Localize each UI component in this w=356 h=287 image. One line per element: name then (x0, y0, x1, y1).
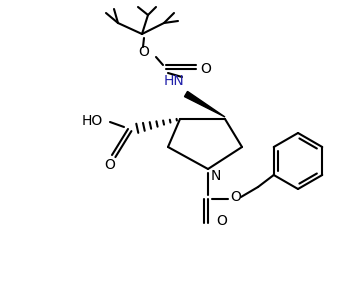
Text: O: O (105, 158, 115, 172)
Text: O: O (200, 62, 211, 76)
Text: N: N (211, 169, 221, 183)
Text: O: O (231, 190, 241, 204)
Text: HN: HN (164, 74, 184, 88)
Text: HO: HO (82, 114, 103, 128)
Text: O: O (216, 214, 227, 228)
Text: O: O (138, 45, 150, 59)
Polygon shape (184, 92, 225, 117)
